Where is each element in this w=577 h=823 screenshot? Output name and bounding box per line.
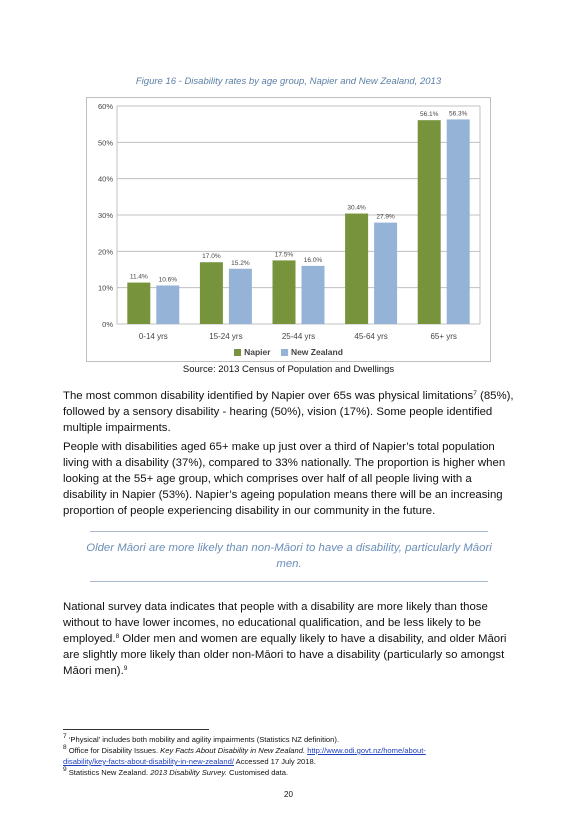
bar-napier xyxy=(417,120,441,324)
figure-source: Source: 2013 Census of Population and Dw… xyxy=(182,364,395,375)
footnote-ref-7: 7 xyxy=(473,390,477,397)
chart-legend: Napier New Zealand xyxy=(87,347,490,357)
x-tick-label: 25-44 yrs xyxy=(282,332,315,341)
bar-new-zealand xyxy=(228,268,252,324)
bar-new-zealand xyxy=(374,222,398,324)
x-tick-label: 0-14 yrs xyxy=(139,332,168,341)
footnote-ref-9: 9 xyxy=(123,665,128,672)
pullquote-rule-bottom xyxy=(90,581,488,582)
bar-napier xyxy=(127,282,151,324)
footnote-separator xyxy=(63,729,209,730)
pullquote: Older Māori are more likely than non-Māo… xyxy=(86,542,492,570)
data-label: 30.4% xyxy=(347,205,366,212)
y-tick-label: 50% xyxy=(98,138,113,147)
chart-canvas: 0% 10% 20% 30% 40% 50% 60% 11.4% 10.6% 0-14 yrs 17… xyxy=(98,102,481,341)
bar-napier xyxy=(199,262,223,324)
y-tick-label: 0% xyxy=(102,320,113,329)
data-label: 10.6% xyxy=(159,276,178,283)
pullquote-rule-top xyxy=(90,531,488,532)
bar-new-zealand xyxy=(301,265,325,324)
legend-swatch-napier xyxy=(234,349,242,356)
paragraph-1: The most common disability identified by… xyxy=(63,390,514,434)
legend-label-nz: New Zealand xyxy=(290,347,343,357)
x-tick-label: 65+ yrs xyxy=(430,332,456,341)
y-tick-label: 60% xyxy=(98,102,113,111)
legend-item-nz: New Zealand xyxy=(280,347,343,357)
data-label: 27.9% xyxy=(376,214,395,221)
paragraph-3: National survey data indicates that peop… xyxy=(63,601,507,677)
x-tick-label: 45-64 yrs xyxy=(354,332,387,341)
y-tick-label: 40% xyxy=(98,175,113,184)
figure-title: Figure 16 - Disability rates by age grou… xyxy=(135,76,442,87)
y-tick-label: 20% xyxy=(98,247,113,256)
paragraph-2: People with disabilities aged 65+ make u… xyxy=(63,441,506,517)
bar-new-zealand xyxy=(156,285,180,324)
data-label: 15.2% xyxy=(231,260,250,267)
footnote-ref-8: 8 xyxy=(115,633,120,640)
legend-swatch-nz xyxy=(280,349,288,356)
page-number: 20 xyxy=(284,790,293,799)
x-tick-label: 15-24 yrs xyxy=(209,332,242,341)
legend-item-napier: Napier xyxy=(234,347,271,357)
legend-label-napier: Napier xyxy=(244,347,271,357)
data-label: 16.0% xyxy=(304,257,323,264)
data-label: 56.1% xyxy=(420,111,439,118)
y-tick-label: 10% xyxy=(98,284,113,293)
bar-napier xyxy=(345,213,369,324)
footnote-8: 8 Office for Disability Issues. Key Fact… xyxy=(63,744,426,766)
data-label: 17.5% xyxy=(275,251,294,258)
data-label: 56.3% xyxy=(449,110,468,117)
bar-new-zealand xyxy=(446,119,470,324)
data-label: 17.0% xyxy=(202,253,221,260)
y-tick-label: 30% xyxy=(98,211,113,220)
footnote-9: 9 Statistics New Zealand. 2013 Disabilit… xyxy=(63,766,289,777)
footnote-7: 7 ‘Physical’ includes both mobility and … xyxy=(63,733,339,744)
footnote-8-link[interactable]: http://www.odi.govt.nz/home/about-disabi… xyxy=(63,746,426,766)
bar-chart: 0% 10% 20% 30% 40% 50% 60% 11.4% 10.6% 0-14 yrs 17… xyxy=(86,97,491,362)
bar-napier xyxy=(272,260,296,324)
data-label: 11.4% xyxy=(130,274,148,281)
